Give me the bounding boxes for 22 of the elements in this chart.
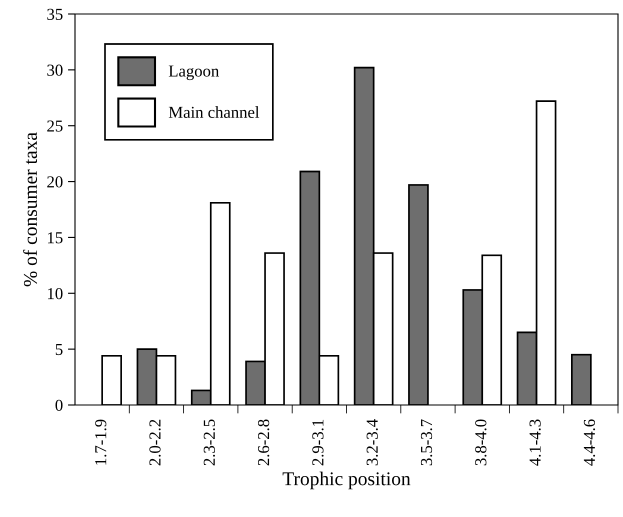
x-tick-label: 2.3-2.5 (204, 420, 215, 466)
y-tick-label: 15 (48, 232, 63, 244)
y-tick-label: 30 (47, 64, 63, 76)
x-axis-title: Trophic position (282, 472, 410, 490)
x-tick-label: 4.4-4.6 (584, 419, 596, 466)
y-tick-label: 35 (47, 8, 63, 20)
x-tick-label: 2.6-2.8 (258, 420, 270, 466)
x-tick-label: 3.8-4.0 (475, 420, 486, 466)
y-tick-label: 20 (47, 176, 63, 188)
y-tick-label: 10 (48, 288, 63, 300)
x-tick-label: 2.0-2.2 (149, 420, 161, 466)
x-tick-label: 4.1-4.3 (530, 420, 541, 466)
y-tick-label: 5 (56, 344, 63, 356)
x-tick-label: 2.9-3.1 (312, 420, 324, 466)
legend-label: Main channel (168, 106, 260, 118)
y-tick-label: 25 (47, 120, 63, 132)
x-tick-label: 3.2-3.4 (366, 419, 378, 466)
y-tick-label: 0 (55, 400, 63, 411)
x-tick-label: 1.7-1.9 (95, 420, 106, 465)
x-tick-label: 3.5-3.7 (420, 419, 432, 466)
legend-label: Lagoon (168, 66, 219, 80)
y-axis-title: % of consumer taxa (23, 132, 38, 286)
